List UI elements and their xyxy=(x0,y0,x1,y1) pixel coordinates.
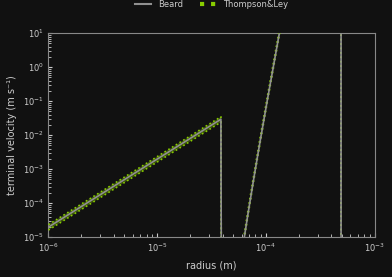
Y-axis label: terminal velocity (m s⁻¹): terminal velocity (m s⁻¹) xyxy=(7,75,17,195)
Legend: Beard, Thompson&Ley: Beard, Thompson&Ley xyxy=(131,0,292,12)
X-axis label: radius (m): radius (m) xyxy=(186,260,237,270)
